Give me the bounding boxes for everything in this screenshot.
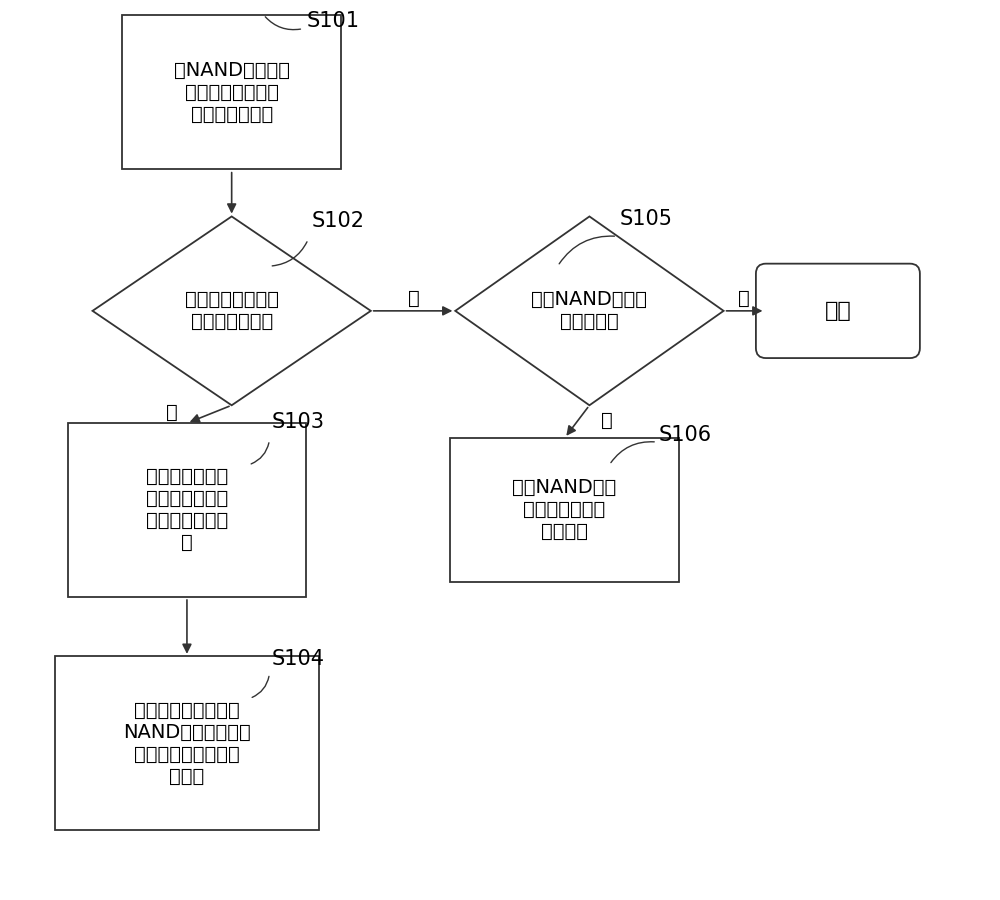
Text: 关闭NAND预读
功能，并更新缓
存记录表: 关闭NAND预读 功能，并更新缓 存记录表 bbox=[512, 478, 617, 541]
Text: 结束: 结束 bbox=[825, 301, 851, 321]
Polygon shape bbox=[93, 217, 371, 405]
Text: 判断NAND是否处
于预读状态: 判断NAND是否处 于预读状态 bbox=[531, 291, 647, 331]
Text: 否: 否 bbox=[738, 288, 749, 308]
Bar bbox=[55, 656, 319, 830]
Text: S101: S101 bbox=[306, 11, 359, 31]
Text: S104: S104 bbox=[271, 649, 324, 669]
Bar bbox=[122, 15, 341, 169]
Text: 否: 否 bbox=[408, 288, 419, 308]
Text: 根据检查结果，利用
NAND的两级缓存器
的预读特性对数据进
行读取: 根据检查结果，利用 NAND的两级缓存器 的预读特性对数据进 行读取 bbox=[123, 701, 251, 786]
Text: S106: S106 bbox=[659, 425, 712, 445]
Bar bbox=[450, 437, 679, 581]
Polygon shape bbox=[455, 217, 724, 405]
Text: 是: 是 bbox=[601, 410, 613, 429]
Bar bbox=[68, 423, 306, 597]
Text: S105: S105 bbox=[619, 210, 672, 230]
Text: 是: 是 bbox=[166, 402, 178, 422]
Text: 获取请求，判断请
求是否为读请求: 获取请求，判断请 求是否为读请求 bbox=[185, 291, 279, 331]
Text: 根据读请求进行
缓存记录表的检
查，获取检查结
果: 根据读请求进行 缓存记录表的检 查，获取检查结 果 bbox=[146, 467, 228, 552]
Text: S102: S102 bbox=[311, 212, 364, 231]
FancyBboxPatch shape bbox=[756, 264, 920, 358]
Text: 在NAND数据写入
阶段按照特定的规
则进行地址分配: 在NAND数据写入 阶段按照特定的规 则进行地址分配 bbox=[174, 60, 290, 123]
Text: S103: S103 bbox=[271, 412, 324, 432]
